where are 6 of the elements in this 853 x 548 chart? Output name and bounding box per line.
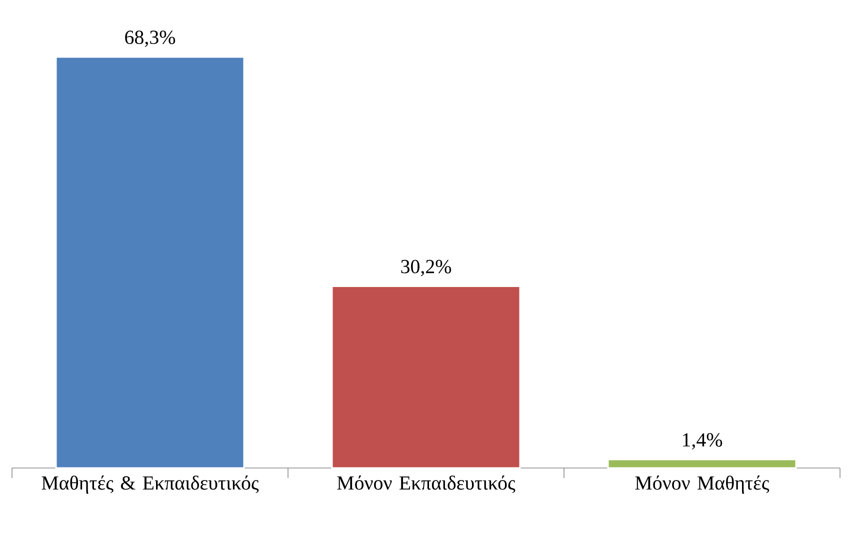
- data-label: 30,2%: [401, 260, 452, 276]
- x-tick-label: Μόνον Εκπαιδευτικός: [337, 476, 516, 494]
- x-tick-label: Μόνον Μαθητές: [635, 476, 770, 494]
- data-label: 68,3%: [125, 30, 176, 47]
- data-label: 1,4%: [683, 433, 722, 450]
- x-tick-label: Μαθητές & Εκπαιδευτικός: [42, 476, 259, 494]
